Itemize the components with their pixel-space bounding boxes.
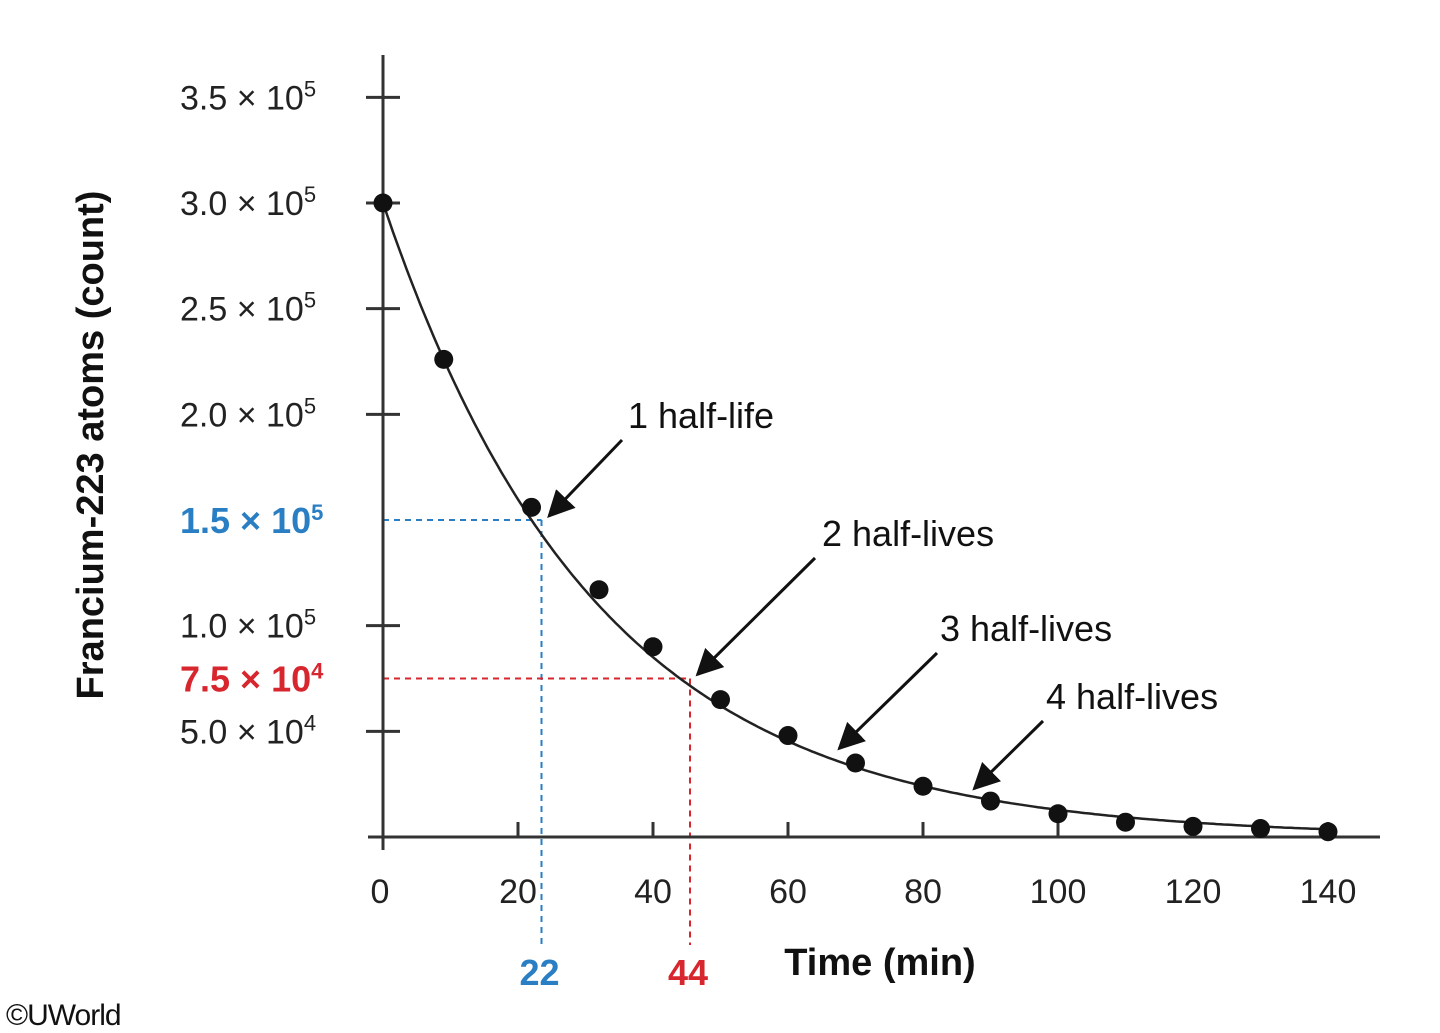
half-life-annotations: 1 half-life 2 half-lives 3 half-lives 4 hal… (547, 395, 1218, 791)
x-axis-title: Time (min) (784, 942, 975, 984)
reference-lines: 1.5 × 105 22 7.5 × 104 44 (180, 500, 708, 993)
y-tick-label: 2.0 × 105 (180, 393, 316, 434)
x-tick-label: 40 (634, 873, 672, 911)
x-tick-label: 140 (1300, 873, 1357, 911)
y-tick-label: 2.5 × 105 (180, 288, 316, 329)
data-point (846, 753, 865, 773)
reference-y-label: 7.5 × 104 (180, 659, 324, 700)
annotation-arrow (972, 719, 1045, 791)
annotation-label: 3 half-lives (940, 608, 1112, 649)
data-point (643, 637, 663, 657)
data-point (913, 776, 933, 796)
x-tick-label: 120 (1165, 873, 1222, 911)
y-axis-title: Francium-223 atoms (count) (70, 191, 112, 700)
data-point (1048, 804, 1068, 824)
x-tick-label: 60 (769, 873, 807, 911)
y-tick-label: 3.0 × 105 (180, 182, 316, 223)
y-tick-label: 3.5 × 105 (180, 76, 316, 117)
annotation-label: 1 half-life (628, 395, 774, 436)
data-point (1251, 819, 1270, 839)
y-tick-label: 1.0 × 105 (180, 605, 316, 646)
reference-x-label: 22 (519, 952, 559, 993)
reference-y-label: 1.5 × 105 (180, 500, 323, 541)
x-tick-label: 80 (904, 873, 942, 911)
x-tick-label: 100 (1030, 873, 1087, 911)
data-point (981, 791, 1000, 811)
data-points (373, 193, 1338, 842)
data-point (711, 690, 730, 710)
data-point (778, 726, 798, 746)
data-point (1318, 822, 1338, 842)
annotation-label: 4 half-lives (1046, 676, 1218, 717)
data-point (1116, 812, 1135, 832)
x-tick-label: 20 (499, 873, 537, 911)
y-axis-ticks: 5.0 × 104 1.0 × 105 2.0 × 105 2.5 × 105 3.0 … (180, 76, 400, 751)
uworld-credit: ©UWorld (6, 999, 121, 1032)
annotation-arrow (547, 438, 624, 518)
y-tick-label: 5.0 × 104 (180, 710, 316, 751)
data-point (434, 349, 454, 369)
annotation-arrow (695, 556, 817, 677)
annotation-label: 2 half-lives (822, 513, 994, 554)
x-tick-label: 0 (371, 873, 390, 911)
reference-x-label: 44 (668, 952, 708, 993)
data-point (589, 580, 609, 600)
x-axis-ticks: 0 20 40 60 80 100 120 140 (371, 822, 1357, 911)
data-point (1183, 816, 1203, 836)
annotation-arrow (837, 651, 939, 751)
data-point (373, 193, 393, 213)
data-point (522, 497, 541, 517)
